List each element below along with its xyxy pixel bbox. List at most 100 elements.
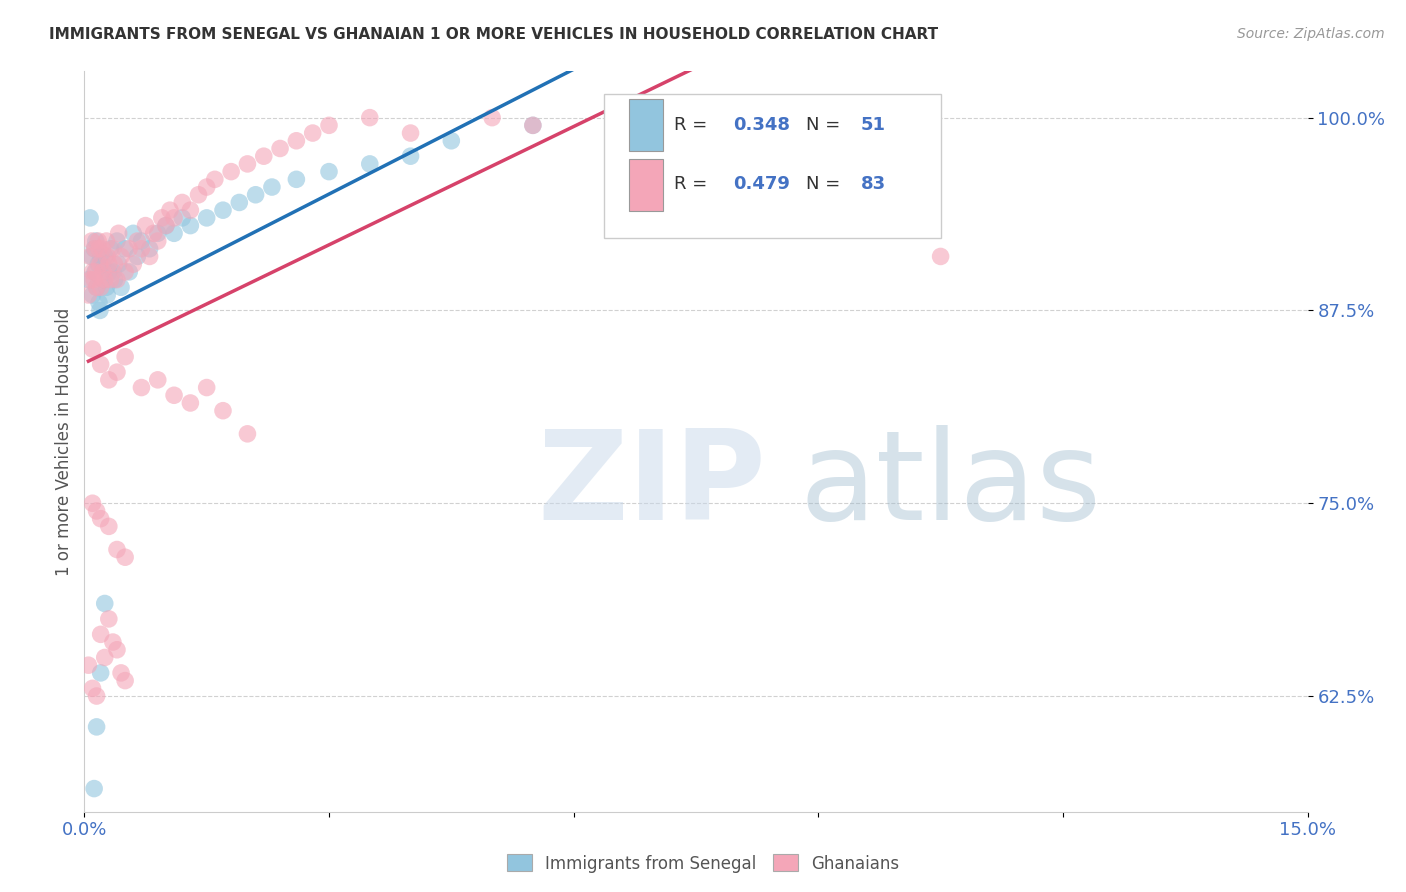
Point bbox=[163, 388, 186, 402]
Point bbox=[110, 665, 132, 680]
Point bbox=[82, 265, 104, 279]
Point bbox=[82, 288, 104, 302]
Point bbox=[93, 250, 115, 264]
Point bbox=[77, 288, 100, 302]
Point bbox=[96, 288, 118, 302]
FancyBboxPatch shape bbox=[628, 159, 664, 211]
Point bbox=[91, 242, 114, 256]
Point bbox=[96, 280, 118, 294]
Point bbox=[87, 242, 110, 256]
Point bbox=[269, 141, 291, 155]
Point bbox=[80, 272, 103, 286]
Point bbox=[90, 280, 112, 294]
Point bbox=[138, 250, 160, 264]
Point bbox=[131, 380, 153, 394]
Point bbox=[187, 187, 209, 202]
Point bbox=[318, 119, 340, 133]
Point bbox=[163, 211, 186, 225]
Point bbox=[212, 203, 235, 218]
Point bbox=[219, 164, 242, 178]
Point bbox=[195, 180, 218, 194]
Point bbox=[131, 234, 153, 248]
Point bbox=[179, 396, 201, 410]
Point bbox=[114, 242, 136, 256]
Point bbox=[163, 227, 186, 241]
Point bbox=[91, 265, 114, 279]
FancyBboxPatch shape bbox=[605, 94, 941, 238]
Point bbox=[155, 219, 177, 233]
Point bbox=[105, 272, 128, 286]
Point bbox=[245, 187, 267, 202]
Point bbox=[97, 265, 120, 279]
Point bbox=[122, 257, 145, 271]
Point bbox=[90, 627, 112, 641]
Point bbox=[90, 358, 112, 372]
Point bbox=[172, 195, 194, 210]
Point bbox=[97, 519, 120, 533]
Point bbox=[103, 257, 125, 271]
Point bbox=[82, 342, 104, 356]
Text: R =: R = bbox=[673, 175, 713, 193]
Point bbox=[212, 403, 235, 417]
Point bbox=[399, 126, 422, 140]
Point bbox=[91, 272, 114, 286]
Point bbox=[359, 111, 381, 125]
Point bbox=[101, 635, 124, 649]
Point bbox=[253, 149, 276, 163]
Point bbox=[96, 234, 118, 248]
Point bbox=[84, 234, 107, 248]
Point bbox=[93, 650, 115, 665]
Point bbox=[93, 597, 115, 611]
Text: 0.479: 0.479 bbox=[733, 175, 790, 193]
Point bbox=[236, 426, 259, 441]
Point bbox=[146, 227, 169, 241]
Point bbox=[80, 250, 103, 264]
Point bbox=[89, 303, 111, 318]
Point bbox=[87, 295, 110, 310]
Point bbox=[84, 265, 107, 279]
Point bbox=[105, 642, 128, 657]
Point bbox=[114, 673, 136, 688]
Point bbox=[359, 157, 381, 171]
Point bbox=[285, 134, 308, 148]
Point bbox=[90, 665, 112, 680]
Point bbox=[146, 234, 169, 248]
Text: ZIP: ZIP bbox=[537, 425, 766, 547]
Point bbox=[84, 242, 107, 256]
Point bbox=[77, 272, 100, 286]
Point bbox=[79, 211, 101, 225]
Point bbox=[172, 211, 194, 225]
Point bbox=[101, 242, 124, 256]
Point bbox=[318, 164, 340, 178]
Text: atlas: atlas bbox=[800, 425, 1102, 547]
Point bbox=[118, 242, 141, 256]
Point bbox=[146, 373, 169, 387]
Point bbox=[86, 689, 108, 703]
Point bbox=[522, 119, 544, 133]
Point bbox=[138, 242, 160, 256]
Point bbox=[97, 257, 120, 271]
Point bbox=[228, 195, 250, 210]
Point bbox=[301, 126, 323, 140]
Point bbox=[79, 250, 101, 264]
Text: 0.348: 0.348 bbox=[733, 116, 790, 134]
Point bbox=[90, 511, 112, 525]
Point bbox=[127, 250, 149, 264]
Y-axis label: 1 or more Vehicles in Household: 1 or more Vehicles in Household bbox=[55, 308, 73, 575]
Text: R =: R = bbox=[673, 116, 713, 134]
Point bbox=[195, 211, 218, 225]
Point bbox=[114, 265, 136, 279]
Point bbox=[142, 227, 165, 241]
Point bbox=[118, 265, 141, 279]
Point bbox=[644, 111, 666, 125]
Point bbox=[96, 250, 118, 264]
Text: Source: ZipAtlas.com: Source: ZipAtlas.com bbox=[1237, 27, 1385, 41]
Point bbox=[103, 272, 125, 286]
Point bbox=[481, 111, 503, 125]
Point bbox=[91, 257, 114, 271]
Point bbox=[83, 781, 105, 796]
Point bbox=[82, 496, 104, 510]
Point bbox=[135, 219, 157, 233]
Point bbox=[86, 720, 108, 734]
Text: 83: 83 bbox=[860, 175, 886, 193]
